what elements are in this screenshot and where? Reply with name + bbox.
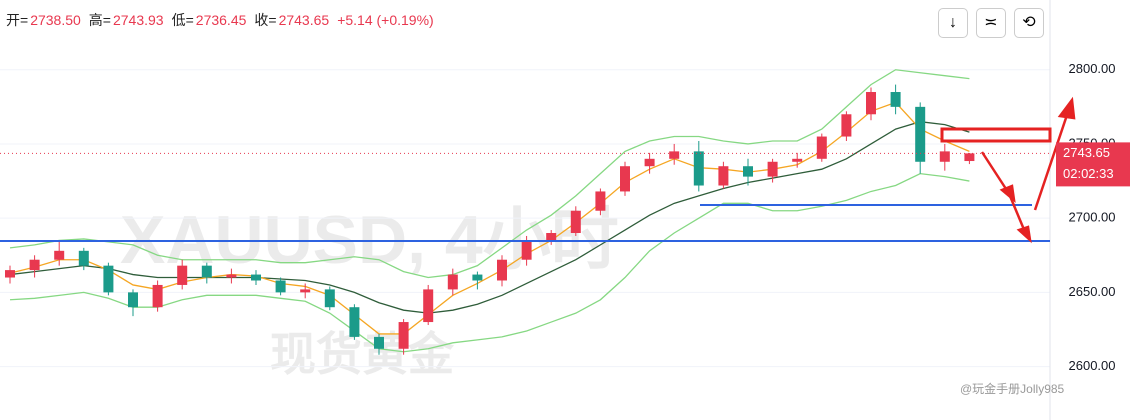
scroll-down-button[interactable]: ↓ <box>938 8 968 38</box>
indicator-line <box>9 69 970 279</box>
candle-body <box>570 210 581 234</box>
candle-body <box>423 289 434 323</box>
last-price-tag <box>1056 142 1130 187</box>
candle-body <box>620 166 630 192</box>
candle-body <box>939 151 950 162</box>
collapse-button[interactable]: ≍ <box>976 8 1006 38</box>
ohlc-label: 低= <box>171 12 194 28</box>
candle-body <box>497 259 507 281</box>
candle-body <box>644 158 655 167</box>
author-watermark: @玩金手册Jolly985 <box>960 381 1065 396</box>
candle-body <box>693 151 704 186</box>
candle-body <box>792 158 803 162</box>
candle-body <box>300 289 311 293</box>
candle-body <box>251 274 261 281</box>
candle-body <box>472 274 483 281</box>
candle-body <box>521 240 532 260</box>
indicator-line <box>9 172 970 353</box>
resistance-box <box>940 127 1052 143</box>
ohlc-value: 2736.45 <box>195 12 247 28</box>
candle-body <box>226 274 237 278</box>
y-tick-label: 2600.00 <box>1069 358 1116 373</box>
watermark-symbol: XAUUSD, 4小时 <box>120 202 619 278</box>
refresh-button[interactable]: ⟲ <box>1014 8 1044 38</box>
ohlc-label: 开= <box>6 12 29 28</box>
candle-body <box>349 307 360 337</box>
ohlc-label: 收= <box>254 12 277 28</box>
ohlc-value: 2743.65 <box>278 12 330 28</box>
candle-body <box>78 250 89 266</box>
candle-body <box>841 114 852 137</box>
candle-body <box>152 284 163 308</box>
candle-body <box>546 233 557 241</box>
candle-body <box>964 153 975 162</box>
y-tick-label: 2650.00 <box>1069 284 1116 299</box>
countdown-label: 02:02:33 <box>1063 166 1114 181</box>
toolbar: ↓ ≍ ⟲ <box>938 8 1044 38</box>
candle-body <box>128 292 138 308</box>
candle-body <box>816 136 827 159</box>
candle-body <box>374 336 384 349</box>
candle-body <box>177 265 188 285</box>
arrows <box>980 96 1076 244</box>
change: +5.14 (+0.19%) <box>337 12 434 28</box>
ohlc-label: 高= <box>88 12 111 28</box>
indicator-line <box>9 101 970 335</box>
watermark-name: 现货黄金 <box>270 328 455 380</box>
candle-body <box>595 191 606 211</box>
candle-body <box>866 92 876 115</box>
candle-body <box>447 274 458 290</box>
candle-body <box>915 106 926 162</box>
y-tick-label: 2700.00 <box>1069 210 1116 225</box>
candle-body <box>201 265 212 278</box>
candle-body <box>103 265 114 293</box>
y-tick-label: 2800.00 <box>1069 61 1116 76</box>
candle-body <box>398 322 409 349</box>
candle-body <box>29 259 40 271</box>
candle-body <box>54 250 65 260</box>
candle-body <box>669 151 680 159</box>
indicator-line <box>9 121 970 314</box>
candle-body <box>743 166 753 177</box>
ohlc-value: 2743.93 <box>112 12 164 28</box>
candle-body <box>767 161 778 177</box>
candle-body <box>275 280 286 293</box>
candle-body <box>5 270 15 278</box>
ohlc-value: 2738.50 <box>30 12 81 28</box>
candle-body <box>324 289 335 308</box>
candle-body <box>718 166 729 186</box>
candle-body <box>890 92 901 107</box>
ohlc-legend: 开= 2738.50 高= 2743.93 低= 2736.45 收= 2743.65 +5.1… <box>6 10 436 30</box>
last-price-label: 2743.65 <box>1063 145 1110 160</box>
